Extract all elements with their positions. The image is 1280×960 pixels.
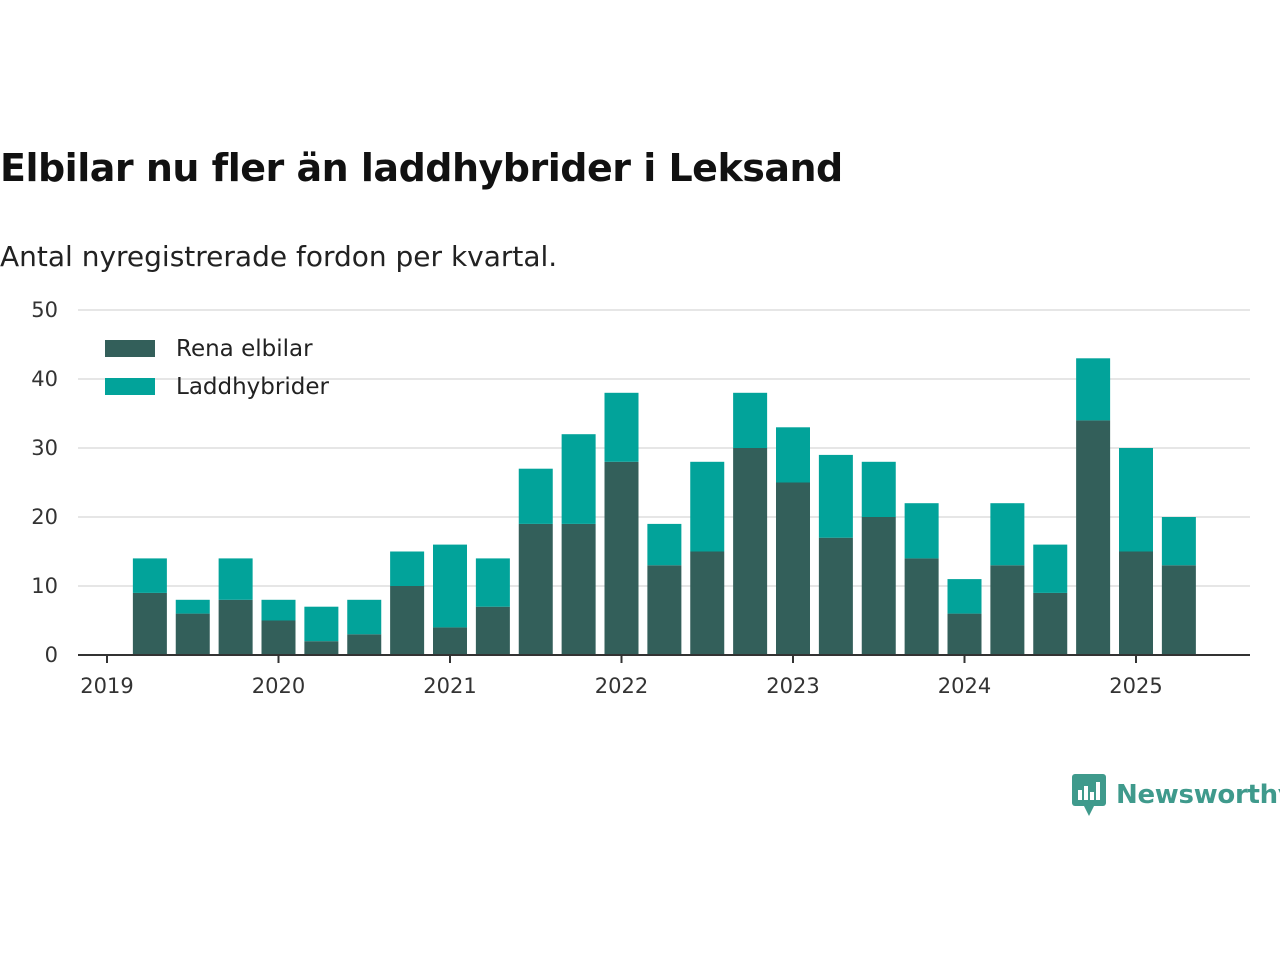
chart-title: Elbilar nu fler än laddhybrider i Leksan… — [0, 146, 843, 190]
bar-segment-laddhybrider — [561, 434, 596, 524]
x-tick-label: 2021 — [423, 674, 476, 698]
bar-segment-rena-elbilar — [776, 482, 810, 655]
chart-subtitle: Antal nyregistrerade fordon per kvartal. — [0, 240, 558, 273]
y-tick-label: 40 — [31, 367, 58, 391]
bar-segment-laddhybrider — [733, 392, 768, 448]
bar-segment-rena-elbilar — [1076, 420, 1111, 655]
x-tick-label: 2023 — [766, 674, 819, 698]
bar-segment-laddhybrider — [304, 606, 339, 642]
bar-segment-rena-elbilar — [390, 586, 425, 655]
x-tick-label: 2020 — [252, 674, 305, 698]
bar-segment-laddhybrider — [818, 454, 853, 538]
bar-segment-laddhybrider — [1161, 517, 1196, 566]
bar-segment-rena-elbilar — [904, 558, 939, 655]
bar-segment-laddhybrider — [690, 461, 725, 552]
bar-segment-rena-elbilar — [647, 565, 682, 655]
bar-segment-laddhybrider — [647, 523, 682, 566]
x-tick-label: 2022 — [595, 674, 648, 698]
bar-segment-rena-elbilar — [347, 634, 382, 655]
bar-segment-laddhybrider — [390, 551, 425, 586]
bar-segment-rena-elbilar — [561, 523, 596, 655]
bar-segment-laddhybrider — [1119, 448, 1153, 552]
bar-segment-laddhybrider — [175, 599, 210, 614]
bar-segment-rena-elbilar — [690, 551, 725, 655]
bar-segment-laddhybrider — [947, 579, 982, 614]
newsworthy-logo[interactable]: Newsworthy — [1072, 774, 1280, 816]
bar-segment-laddhybrider — [604, 392, 639, 462]
bar-segment-rena-elbilar — [261, 620, 296, 655]
bar-segment-rena-elbilar — [175, 613, 210, 655]
bar-segment-laddhybrider — [990, 503, 1025, 566]
y-tick-label: 30 — [31, 436, 58, 460]
y-tick-label: 0 — [45, 643, 58, 667]
legend-label: Rena elbilar — [176, 336, 313, 362]
newsworthy-logo-icon — [1072, 774, 1106, 816]
bar-segment-laddhybrider — [518, 468, 553, 524]
bar-segment-rena-elbilar — [1119, 551, 1153, 655]
bar-segment-laddhybrider — [1033, 544, 1068, 593]
bar-segment-rena-elbilar — [604, 461, 639, 655]
legend-swatch — [105, 378, 155, 395]
bar-segment-laddhybrider — [218, 558, 253, 600]
y-tick-label: 50 — [31, 298, 58, 322]
stacked-bar-chart: 0 10 20 30 40 50 2019 2020 2021 2022 2023 2024 2025 R… — [31, 298, 1250, 698]
bar-segment-rena-elbilar — [818, 537, 853, 655]
bar-segment-rena-elbilar — [733, 448, 768, 655]
bar-segment-rena-elbilar — [947, 613, 982, 655]
bar-segment-laddhybrider — [261, 599, 296, 621]
x-tick-label: 2025 — [1109, 674, 1162, 698]
bar-segment-rena-elbilar — [861, 517, 896, 655]
bar-segment-laddhybrider — [132, 558, 167, 593]
bar-segment-rena-elbilar — [990, 565, 1025, 655]
bar-segment-rena-elbilar — [304, 641, 339, 655]
bar-segment-laddhybrider — [347, 599, 382, 635]
y-tick-label: 10 — [31, 574, 58, 598]
bar-segment-laddhybrider — [475, 558, 510, 607]
bar-segment-rena-elbilar — [218, 599, 253, 655]
bar-segment-laddhybrider — [433, 544, 467, 628]
bar-segment-laddhybrider — [904, 503, 939, 559]
bar-segment-laddhybrider — [776, 427, 810, 483]
legend-label: Laddhybrider — [176, 374, 329, 400]
y-tick-label: 20 — [31, 505, 58, 529]
brand-name: Newsworthy — [1116, 780, 1280, 810]
x-tick-label: 2019 — [80, 674, 133, 698]
bar-segment-rena-elbilar — [475, 606, 510, 655]
bar-segment-rena-elbilar — [132, 592, 167, 655]
bar-segment-laddhybrider — [861, 461, 896, 517]
bar-segment-rena-elbilar — [1161, 565, 1196, 655]
bar-segment-rena-elbilar — [1033, 592, 1068, 655]
bar-segment-rena-elbilar — [518, 523, 553, 655]
legend-swatch — [105, 340, 155, 357]
x-tick-label: 2024 — [938, 674, 991, 698]
bar-segment-laddhybrider — [1076, 358, 1111, 421]
bar-segment-rena-elbilar — [433, 627, 467, 655]
